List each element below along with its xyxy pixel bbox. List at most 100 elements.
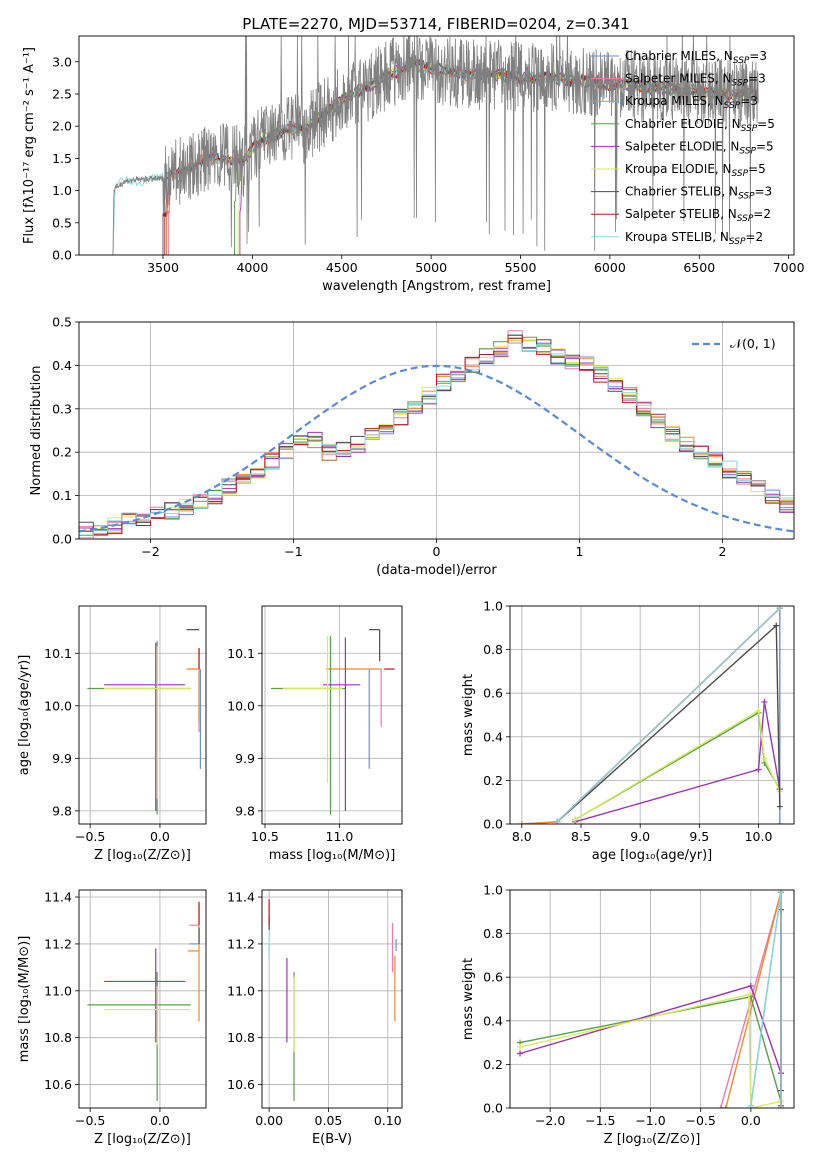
axes-frame: [261, 889, 403, 1109]
weight-point-marker: [517, 1043, 524, 1050]
histogram-step-line: [79, 342, 794, 531]
y-tick-label: 0.2: [483, 1057, 503, 1072]
weight-series-line: [556, 607, 781, 823]
legend-text: Chabrier ELODIE, N: [625, 117, 741, 131]
panel-z_vs_age: −0.5 0.0 9.8 9.9 10.0 10.1 Z [log₁₀(Z/Z⊙)] age …: [17, 605, 207, 863]
axes-frame: [78, 605, 207, 825]
legend-tail: =3: [748, 72, 766, 86]
legend-entry: Chabrier MILES, NSSP=3: [625, 49, 767, 66]
y-tick-label: 11.4: [44, 890, 72, 905]
weight-point-marker: [776, 803, 783, 810]
x-axis-label: wavelength [Angstrom, rest frame]: [322, 279, 551, 294]
axes-frame: [78, 35, 795, 256]
weight-point-marker: [761, 755, 768, 762]
weight-point-marker: [747, 982, 754, 989]
legend-entry: Salpeter ELODIE, NSSP=5: [625, 139, 774, 156]
weight-point-marker: [518, 821, 525, 824]
x-tick-label: −0.5: [75, 829, 105, 844]
plot-area: [79, 330, 794, 539]
y-tick-label: 11.2: [44, 936, 72, 951]
legend-tail: =3: [749, 49, 767, 63]
plot-area: [270, 629, 395, 815]
histogram-step-line: [79, 342, 794, 538]
y-tick-label: 11.4: [227, 890, 255, 905]
y-tick-label: 1.0: [483, 883, 503, 898]
legend-text: Salpeter MILES, N: [625, 72, 732, 86]
legend-tail: =5: [756, 139, 774, 153]
panel-spectrum: 3500 4000 4500 5000 5500 6000 6500 7000 0.0 0.5 1.…: [22, 35, 805, 294]
weight-point-marker: [717, 1105, 724, 1108]
legend-entry: 𝒩(0, 1): [730, 336, 776, 351]
x-tick-label: 4500: [326, 260, 358, 275]
x-tick-label: 0.0: [150, 829, 170, 844]
y-tick-label: 11.0: [44, 983, 72, 998]
axes-frame: [78, 889, 207, 1109]
x-axis-label: mass [log₁₀(M/M⊙)]: [269, 848, 396, 863]
y-tick-label: 9.9: [235, 751, 255, 766]
legend-subscript: SSP: [729, 237, 746, 247]
panel-z_vs_weight: −2.0 −1.5 −1.0 −0.5 0.0 0.0 0.2 0.4 0.6 0.8 1.0 Z […: [461, 883, 795, 1147]
legend-text: Chabrier MILES, N: [625, 49, 733, 63]
x-tick-label: 5000: [415, 260, 447, 275]
plot-area: [87, 629, 202, 815]
x-axis-label: Z [log₁₀(Z/Z⊙)]: [94, 1132, 191, 1147]
y-tick-label: 0.4: [52, 358, 72, 373]
x-tick-label: 1: [576, 544, 584, 559]
y-tick-label: 0.0: [483, 1101, 503, 1116]
x-axis-label: Z [log₁₀(Z/Z⊙)]: [94, 848, 191, 863]
y-tick-label: 10.6: [227, 1077, 255, 1092]
legend-text: Salpeter STELIB, N: [625, 207, 737, 221]
x-tick-label: −1.5: [585, 1113, 615, 1128]
x-axis-label: age [log₁₀(age/yr)]: [592, 848, 713, 863]
plot-area: [87, 901, 200, 1101]
x-tick-label: −1: [284, 544, 302, 559]
weight-point-marker: [572, 816, 579, 823]
y-tick-label: 10.1: [227, 646, 255, 661]
y-tick-label: 0.0: [483, 817, 503, 832]
x-tick-label: 2: [719, 544, 727, 559]
weight-series-line: [519, 993, 782, 1108]
y-axis-label: age [log₁₀(age/yr)]: [17, 655, 32, 776]
y-tick-label: 10.0: [44, 698, 72, 713]
weight-point-marker: [773, 622, 780, 629]
weight-point-marker: [777, 1105, 784, 1108]
y-axis-label: Normed distribution: [29, 366, 44, 496]
y-tick-label: 0.0: [52, 532, 72, 547]
histogram-step-line: [79, 339, 794, 532]
y-tick-label: 0.2: [483, 773, 503, 788]
y-tick-label: 3.0: [52, 54, 72, 69]
plot-area: [112, 36, 759, 255]
legend-tail: =2: [745, 230, 763, 244]
x-tick-label: 11.0: [326, 829, 354, 844]
y-tick-label: 0.6: [483, 686, 503, 701]
y-tick-label: 1.5: [52, 151, 72, 166]
legend-text: Kroupa ELODIE, N: [625, 162, 732, 176]
legend-entry: Chabrier STELIB, NSSP=3: [625, 185, 772, 202]
legend-subscript: SSP: [732, 79, 749, 89]
x-tick-label: 10.5: [251, 829, 279, 844]
x-tick-label: 3500: [147, 260, 179, 275]
histogram-step-line: [79, 339, 794, 533]
y-tick-label: 10.1: [44, 646, 72, 661]
y-tick-label: 0.1: [52, 488, 72, 503]
x-tick-label: 10.0: [745, 829, 773, 844]
axes-frame: [509, 889, 795, 1109]
y-tick-label: 11.2: [227, 936, 255, 951]
y-axis-label: Flux [fλ10⁻¹⁷ erg cm⁻² s⁻¹ A⁻¹]: [22, 47, 37, 244]
legend-subscript: SSP: [737, 214, 754, 224]
legend-text: Kroupa STELIB, N: [625, 230, 729, 244]
weight-series-line: [574, 711, 781, 821]
y-tick-label: 9.9: [52, 751, 72, 766]
legend-subscript: SSP: [741, 124, 758, 134]
x-tick-label: 6000: [594, 260, 626, 275]
y-tick-label: 2.0: [52, 119, 72, 134]
weight-point-marker: [745, 991, 752, 998]
weight-series-line: [720, 892, 782, 1108]
y-tick-label: 10.8: [44, 1030, 72, 1045]
panel-mass_vs_age: 10.5 11.0 9.8 9.9 10.0 10.1 mass [log₁₀(M/M⊙)]: [227, 605, 403, 863]
normal-curve: [79, 364, 794, 533]
weight-point-marker: [761, 698, 768, 705]
legend-entry: Kroupa ELODIE, NSSP=5: [625, 162, 766, 179]
